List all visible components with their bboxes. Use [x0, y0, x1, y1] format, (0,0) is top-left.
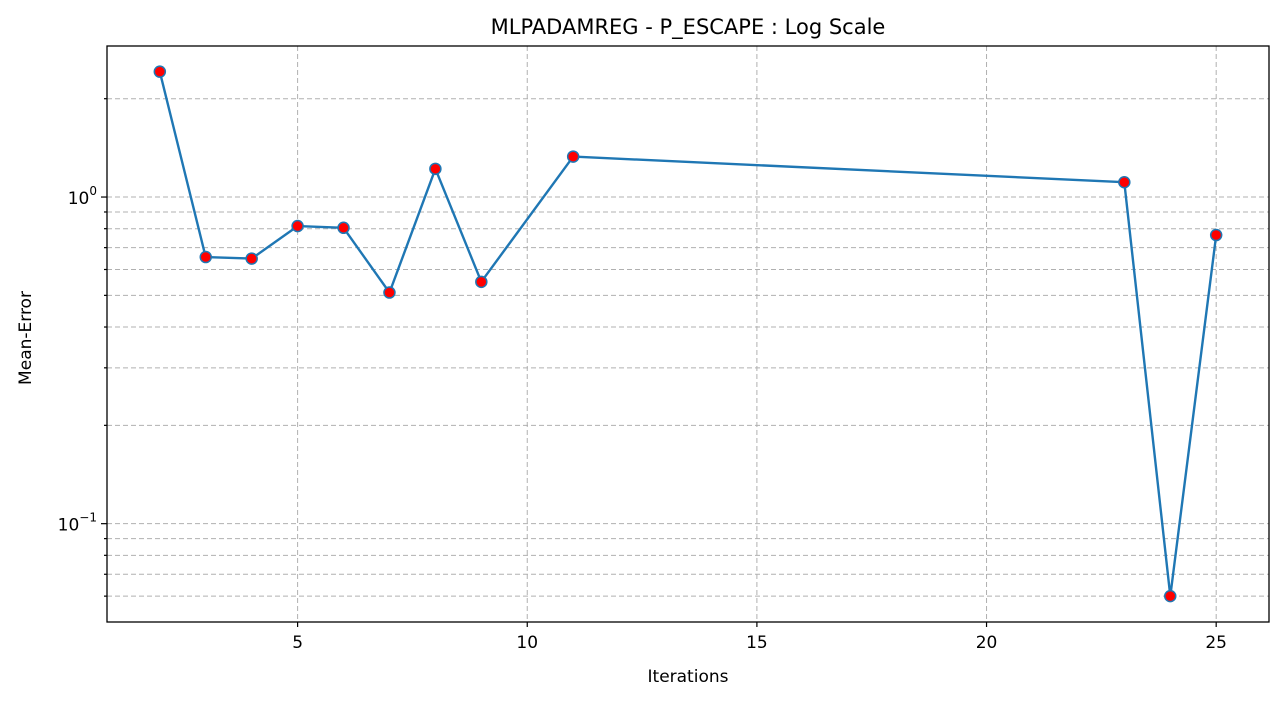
- data-point: [475, 275, 488, 289]
- y-tick-label: 100: [68, 184, 97, 209]
- series-layer: [153, 65, 1223, 603]
- data-point: [429, 162, 442, 176]
- tick-layer: 5 10 15 20 25 10−1 100: [58, 98, 1227, 653]
- data-point: [383, 286, 396, 299]
- data-point: [245, 252, 258, 265]
- data-point: [199, 250, 212, 264]
- grid-layer: [107, 46, 1269, 622]
- data-point: [566, 150, 580, 163]
- series-line: [158, 71, 1218, 598]
- chart-title: MLPADAMREG - P_ESCAPE : Log Scale: [491, 15, 886, 40]
- y-tick-label: 10−1: [58, 511, 97, 536]
- data-point: [1164, 589, 1177, 603]
- plot-frame: [106, 45, 1270, 623]
- data-point: [337, 221, 350, 235]
- y-axis-label: Mean-Error: [16, 291, 36, 385]
- data-point: [291, 219, 304, 233]
- x-axis-label: Iterations: [648, 667, 729, 687]
- x-tick-label: 15: [746, 633, 768, 653]
- x-tick-label: 10: [516, 633, 538, 653]
- data-point: [1118, 175, 1131, 189]
- data-point: [153, 65, 167, 78]
- data-point: [1209, 228, 1223, 242]
- x-tick-label: 25: [1205, 633, 1227, 653]
- x-tick-label: 5: [292, 633, 303, 653]
- x-tick-label: 20: [976, 633, 998, 653]
